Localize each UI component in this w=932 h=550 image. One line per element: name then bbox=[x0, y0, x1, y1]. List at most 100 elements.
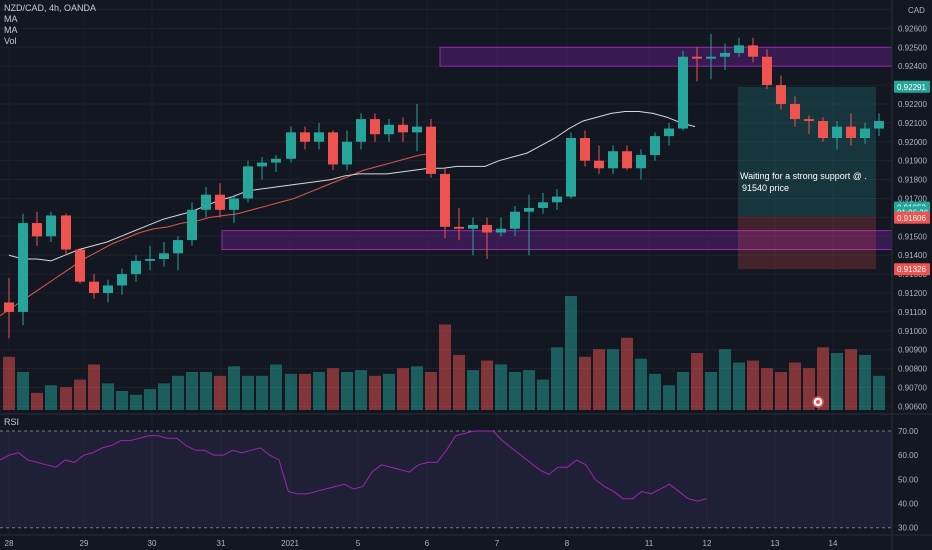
time-tick-label: 8 bbox=[565, 539, 570, 548]
ma-red-line bbox=[0, 152, 435, 317]
alert-icon-dot bbox=[816, 400, 820, 404]
rsi-tick-label: 30.00 bbox=[898, 524, 919, 533]
volume-bar bbox=[789, 362, 801, 410]
time-tick-label: 7 bbox=[495, 539, 500, 548]
volume-bar bbox=[411, 366, 423, 410]
price-tag-label: 0.91606 bbox=[897, 214, 926, 223]
volume-bar bbox=[817, 347, 829, 410]
volume-bar bbox=[60, 387, 72, 410]
rsi-indicator-label[interactable]: RSI bbox=[4, 417, 20, 427]
volume-bar bbox=[3, 356, 15, 410]
candle-body bbox=[664, 128, 674, 137]
time-tick-label: 11 bbox=[645, 539, 654, 548]
volume-bar bbox=[214, 375, 226, 410]
candle-body bbox=[412, 126, 422, 133]
time-tick-label: 14 bbox=[829, 539, 838, 548]
volume-bar bbox=[369, 375, 381, 410]
volume-bar bbox=[130, 394, 142, 410]
volume-bar bbox=[607, 349, 619, 410]
volume-bar bbox=[649, 373, 661, 410]
candle-body bbox=[356, 119, 366, 142]
candle-body bbox=[622, 151, 632, 169]
time-tick-label: 29 bbox=[80, 539, 89, 548]
ma-indicator-label[interactable]: MA bbox=[4, 25, 18, 35]
volume-bar bbox=[397, 368, 409, 410]
rsi-tick-label: 50.00 bbox=[898, 475, 919, 484]
candle-body bbox=[804, 119, 814, 121]
candle-body bbox=[300, 132, 310, 142]
volume-bar bbox=[845, 349, 857, 410]
volume-bar bbox=[733, 362, 745, 410]
price-tick-label: 0.91100 bbox=[898, 308, 927, 317]
volume-bar bbox=[859, 354, 871, 410]
candle-body bbox=[314, 132, 324, 142]
volume-bar bbox=[158, 383, 170, 410]
price-tick-label: 0.91700 bbox=[898, 194, 927, 203]
volume-bar bbox=[621, 337, 633, 410]
candle-body bbox=[678, 56, 688, 129]
rsi-tick-label: 60.00 bbox=[898, 451, 919, 460]
volume-bar bbox=[551, 347, 563, 410]
volume-bar bbox=[453, 354, 465, 410]
price-tick-label: 0.91500 bbox=[898, 232, 927, 241]
volume-histogram bbox=[3, 296, 885, 410]
annotation-line-2: 91540 price bbox=[742, 183, 790, 193]
candle-body bbox=[510, 211, 520, 229]
candle-body bbox=[832, 126, 842, 138]
candle-body bbox=[103, 285, 113, 294]
price-tick-label: 0.90700 bbox=[898, 384, 927, 393]
volume-bar bbox=[256, 375, 268, 410]
candle-body bbox=[720, 52, 730, 57]
volume-bar bbox=[144, 389, 156, 410]
price-tag: 0.92291 bbox=[894, 80, 930, 93]
price-tick-label: 0.92000 bbox=[898, 138, 927, 147]
ma-indicator-label[interactable]: MA bbox=[4, 14, 18, 24]
volume-bar bbox=[691, 353, 703, 410]
volume-bar bbox=[45, 385, 57, 410]
time-tick-label: 6 bbox=[425, 539, 430, 548]
ma-white-line bbox=[8, 111, 696, 262]
candle-body bbox=[370, 119, 380, 135]
volume-bar bbox=[88, 364, 100, 410]
candle-body bbox=[846, 126, 856, 138]
price-tick-label: 0.90600 bbox=[898, 402, 927, 411]
candle-body bbox=[748, 45, 758, 57]
candle-body bbox=[398, 124, 408, 133]
rsi-line bbox=[0, 430, 707, 502]
candle-body bbox=[243, 166, 253, 199]
rsi-tick-label: 40.00 bbox=[898, 500, 919, 509]
chart-legend: NZD/CAD, 4h, OANDA MA MA Vol bbox=[4, 3, 96, 47]
volume-bar bbox=[803, 368, 815, 410]
candle-body bbox=[524, 207, 534, 212]
candle-body bbox=[566, 138, 576, 197]
volume-indicator-label[interactable]: Vol bbox=[4, 36, 17, 46]
volume-bar bbox=[242, 375, 254, 410]
candle-body bbox=[776, 85, 786, 104]
candle-body bbox=[482, 224, 492, 233]
volume-bar bbox=[677, 372, 689, 410]
candle-body bbox=[650, 136, 660, 156]
candle-body bbox=[61, 215, 71, 250]
chart-annotation[interactable]: Waiting for a strong support @ . 91540 p… bbox=[740, 170, 880, 194]
volume-bar bbox=[467, 370, 479, 410]
candle-body bbox=[4, 302, 14, 312]
volume-bar bbox=[509, 372, 521, 410]
time-tick-label: 31 bbox=[217, 539, 226, 548]
candle-body bbox=[271, 158, 281, 163]
time-tick-label: 5 bbox=[356, 539, 361, 548]
symbol-title: NZD/CAD, 4h, OANDA bbox=[4, 3, 97, 13]
candle-body bbox=[496, 228, 506, 233]
price-tag-bg bbox=[894, 263, 930, 276]
candle-body bbox=[818, 120, 828, 138]
price-tick-label: 0.91400 bbox=[898, 251, 927, 260]
position-stop-area bbox=[738, 216, 876, 270]
alert-icon[interactable] bbox=[812, 396, 824, 408]
candle-body bbox=[692, 56, 702, 59]
volume-bar bbox=[719, 349, 731, 410]
volume-bar bbox=[537, 379, 549, 410]
volume-bar bbox=[761, 368, 773, 410]
volume-bar bbox=[663, 385, 675, 410]
candle-body bbox=[32, 223, 42, 237]
volume-bar bbox=[228, 366, 240, 410]
